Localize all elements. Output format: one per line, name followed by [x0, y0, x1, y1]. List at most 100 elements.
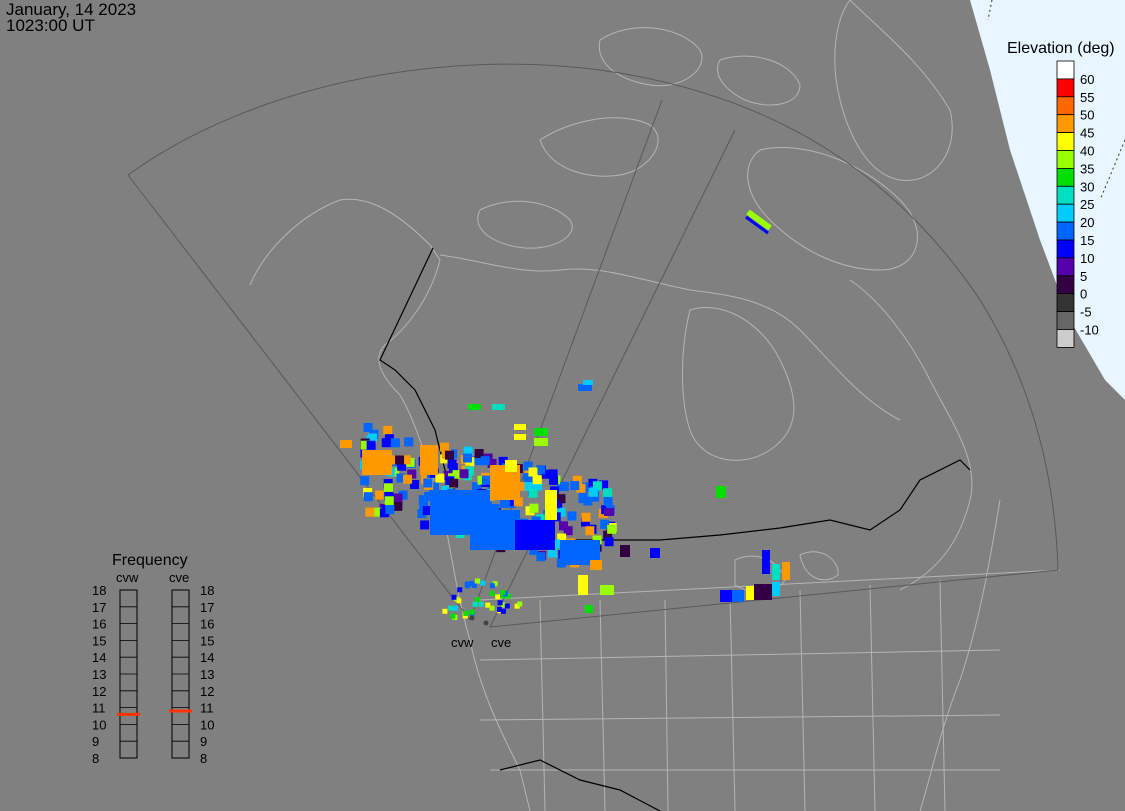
colorbar-swatch	[1056, 275, 1075, 295]
frequency-radar-cve: cve	[169, 570, 189, 585]
backscatter-cell	[456, 598, 462, 604]
backscatter-cell	[532, 475, 542, 485]
backscatter-cell	[505, 460, 517, 472]
backscatter-cell	[500, 589, 506, 595]
backscatter-cell	[578, 575, 588, 595]
site-cve-label: cve	[491, 635, 511, 650]
backscatter-cell	[529, 545, 539, 555]
backscatter-cell	[549, 475, 559, 485]
backscatter-cell	[472, 601, 478, 607]
frequency-tick-label: 12	[92, 684, 106, 699]
backscatter-cell	[592, 535, 602, 545]
backscatter-cell	[393, 501, 403, 511]
backscatter-cell	[495, 594, 501, 600]
backscatter-cell	[528, 467, 538, 477]
frequency-tick-label: 18	[92, 583, 106, 598]
backscatter-cell	[536, 465, 546, 475]
backscatter-cell	[772, 564, 780, 580]
frequency-tick-label: 9	[200, 734, 207, 749]
backscatter-cell	[500, 608, 506, 614]
backscatter-cell	[772, 582, 780, 596]
backscatter-cell	[470, 510, 520, 550]
backscatter-cell	[572, 475, 582, 485]
backscatter-cell	[524, 482, 534, 492]
backscatter-cell	[523, 461, 533, 471]
backscatter-cell	[366, 440, 376, 450]
colorbar-tick-label: 0	[1080, 287, 1087, 302]
backscatter-cell	[504, 603, 510, 609]
backscatter-cell	[485, 602, 491, 608]
frequency-tick-label: 16	[92, 617, 106, 632]
colorbar-tick-label: 45	[1080, 126, 1094, 141]
backscatter-cell	[583, 496, 593, 506]
backscatter-cell	[590, 492, 600, 502]
night-region	[970, 0, 1125, 400]
backscatter-cell	[439, 442, 449, 452]
backscatter-cell	[592, 481, 602, 491]
backscatter-cell	[490, 503, 500, 513]
backscatter-cell	[782, 562, 790, 580]
backscatter-cell	[403, 474, 413, 484]
backscatter-cell	[395, 455, 405, 465]
backscatter-cell	[534, 438, 548, 446]
land-outlines	[249, 0, 1061, 811]
backscatter-cell	[489, 583, 495, 589]
backscatter-cell	[500, 602, 506, 608]
backscatter-cell	[489, 605, 495, 611]
colorbar-swatch	[1056, 150, 1075, 169]
backscatter-cell	[410, 480, 420, 490]
backscatter-cell	[440, 454, 450, 464]
backscatter-cell	[478, 601, 484, 607]
backscatter-cell	[422, 506, 432, 516]
backscatter-cell	[545, 490, 557, 520]
backscatter-cell	[480, 580, 486, 586]
frequency-tick-label: 16	[200, 617, 214, 632]
backscatter-cell	[650, 548, 660, 558]
backscatter-cell	[588, 487, 598, 497]
backscatter-cell	[372, 507, 382, 517]
backscatter-cell	[515, 520, 555, 550]
backscatter-cell	[498, 456, 508, 466]
frequency-tick-label: 17	[92, 600, 106, 615]
backscatter-cell	[396, 473, 406, 483]
backscatter-cell	[469, 609, 475, 615]
backscatter-cell	[607, 524, 617, 534]
backscatter-cell	[528, 488, 538, 498]
backscatter-cell	[443, 471, 453, 481]
frequency-tick-label: 18	[200, 583, 214, 598]
backscatter-cell	[558, 521, 568, 531]
colorbar-swatch	[1056, 185, 1075, 205]
frequency-tick-label: 8	[200, 751, 207, 766]
colorbar-swatch	[1056, 167, 1075, 187]
backscatter-cell	[585, 526, 595, 536]
backscatter-cell	[556, 494, 566, 504]
radar-sites: cvw cve	[451, 615, 511, 650]
backscatter-cell	[420, 445, 438, 475]
backscatter-cell	[492, 404, 505, 410]
backscatter-cell	[471, 482, 481, 492]
frequency-tick-label: 14	[92, 650, 106, 665]
colorbar-tick-label: 10	[1080, 251, 1094, 266]
backscatter-cell	[385, 504, 395, 514]
colorbar-tick-label: 50	[1080, 108, 1094, 123]
frequency-tick-label: 9	[92, 734, 99, 749]
backscatter-cell	[581, 517, 591, 527]
backscatter-cell	[360, 476, 370, 486]
backscatter-cell	[536, 552, 546, 562]
site-cvw-label: cvw	[451, 635, 474, 650]
backscatter-cell	[548, 469, 558, 479]
backscatter-cell	[393, 493, 403, 503]
colorbar-tick-label: -5	[1080, 305, 1092, 320]
colorbar-swatch	[1056, 293, 1075, 313]
backscatter-cell	[514, 434, 526, 440]
backscatter-cell	[429, 481, 439, 491]
backscatter-cell	[603, 496, 613, 506]
backscatter-cell	[457, 587, 463, 593]
colorbar-swatch	[1056, 96, 1075, 116]
colorbar-swatch	[1056, 329, 1075, 348]
colorbar-swatch	[1056, 203, 1075, 223]
backscatter-cell	[578, 494, 588, 504]
backscatter-cell	[600, 519, 610, 529]
backscatter-cell	[513, 497, 523, 507]
backscatter-cell	[475, 578, 481, 584]
